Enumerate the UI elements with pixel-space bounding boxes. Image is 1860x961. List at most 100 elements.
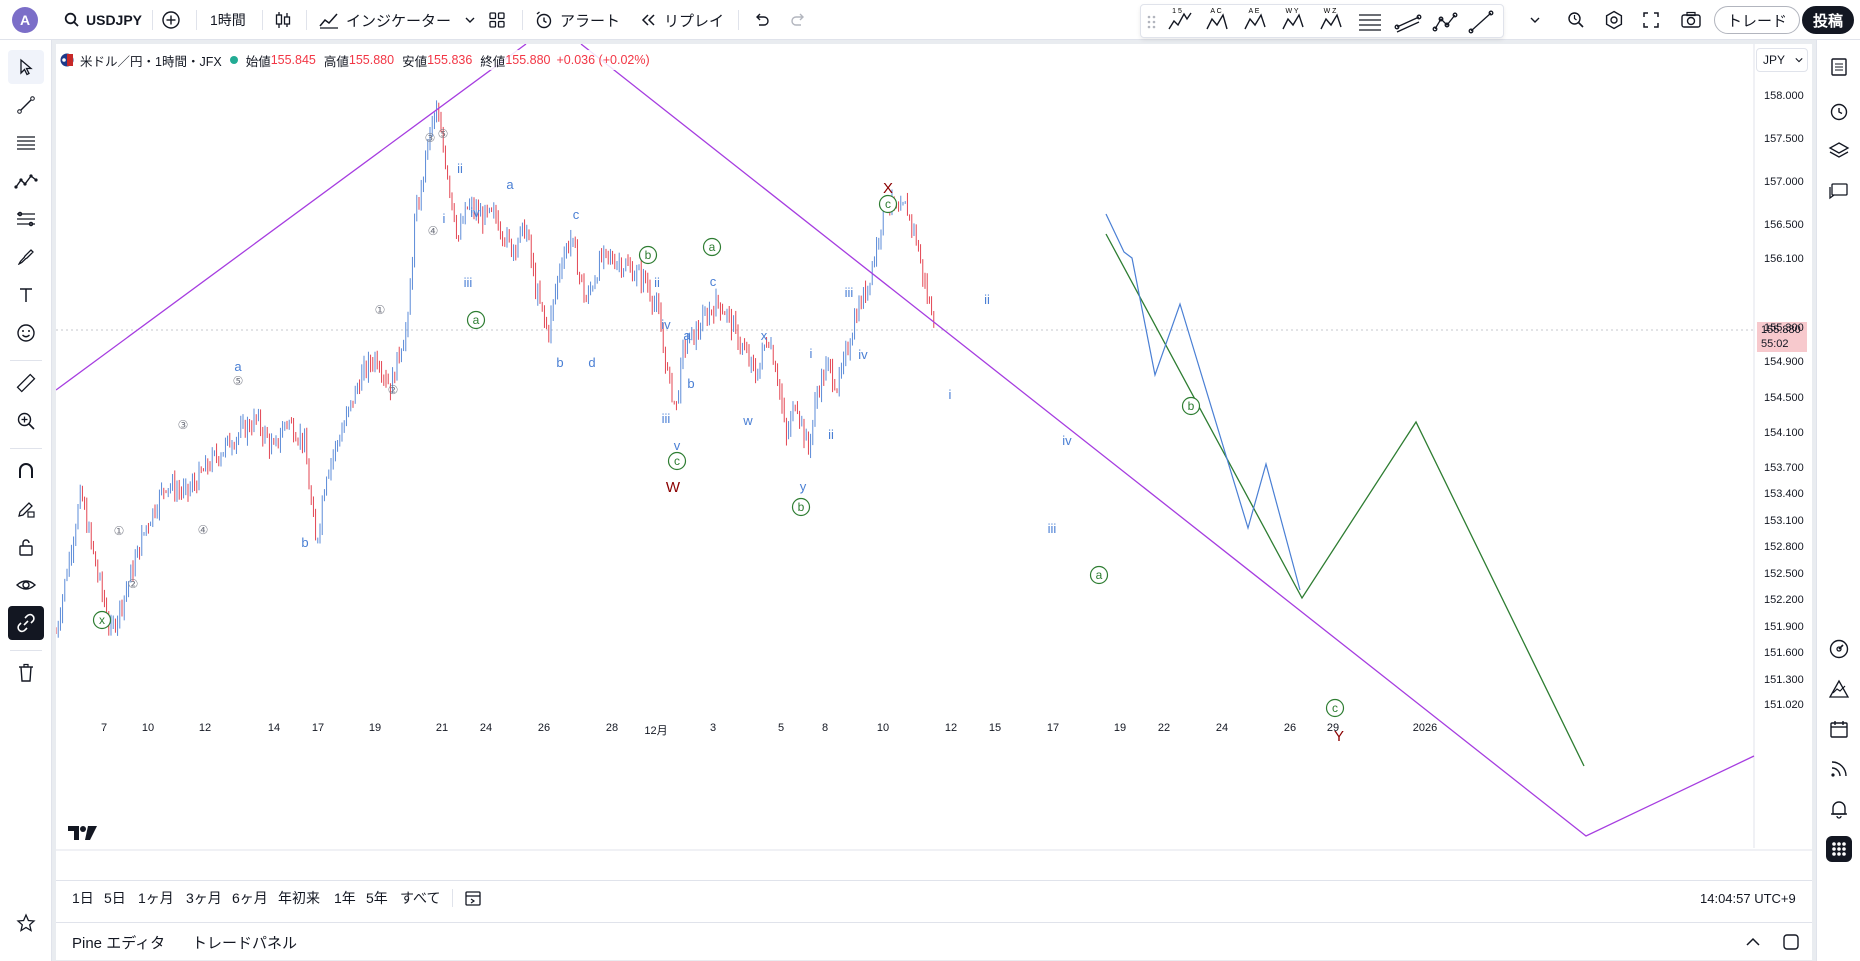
legend-title[interactable]: 米ドル／円・1時間・JFX xyxy=(80,54,222,69)
chat-icon xyxy=(1829,183,1848,200)
currency-select[interactable]: JPY xyxy=(1756,48,1808,72)
watchlist-button[interactable] xyxy=(1822,50,1856,84)
elliott-impulse-icon[interactable]: 1 5 xyxy=(1168,8,1192,30)
sync-drawings-tool[interactable] xyxy=(8,606,44,640)
trade-panel-tab[interactable]: トレードパネル xyxy=(192,934,298,952)
settings-button[interactable] xyxy=(1604,0,1624,40)
text-icon xyxy=(20,288,32,302)
utc-clock[interactable]: 14:04:57 UTC+9 xyxy=(1700,890,1796,906)
snapshot-button[interactable] xyxy=(1680,0,1702,40)
maximize-panel-button[interactable] xyxy=(1782,923,1800,961)
apps-button[interactable] xyxy=(1822,832,1856,866)
hide-drawings-tool[interactable] xyxy=(8,568,44,602)
range-1m[interactable]: 1ヶ月 xyxy=(138,890,174,906)
brush-tool[interactable] xyxy=(8,240,44,274)
compare-button[interactable] xyxy=(161,0,181,40)
range-6m[interactable]: 6ヶ月 xyxy=(232,890,268,906)
magnet-tool[interactable] xyxy=(8,454,44,488)
replay-button[interactable]: リプレイ xyxy=(640,0,724,40)
range-ytd[interactable]: 年初来 xyxy=(278,890,320,906)
wave-label: i xyxy=(810,346,813,361)
trend-line-tool[interactable] xyxy=(8,88,44,122)
parallel-lines-icon[interactable] xyxy=(1359,14,1381,31)
wave-label: a xyxy=(683,328,691,343)
trade-button[interactable]: トレード xyxy=(1714,6,1801,34)
news-button[interactable] xyxy=(1822,752,1856,786)
text-tool[interactable] xyxy=(8,278,44,312)
range-3m[interactable]: 3ヶ月 xyxy=(186,890,222,906)
price-tick-label: 153.700 xyxy=(1764,462,1804,474)
speed-search-icon xyxy=(1568,12,1584,28)
quick-search-button[interactable] xyxy=(1566,0,1586,40)
interval-select[interactable]: 1時間 xyxy=(210,12,246,28)
remove-drawings-tool[interactable] xyxy=(8,656,44,690)
technicals-button[interactable] xyxy=(1822,632,1856,666)
notifications-button[interactable] xyxy=(1822,792,1856,826)
chat-button[interactable] xyxy=(1822,174,1856,208)
object-tree-button[interactable] xyxy=(1822,134,1856,168)
smiley-icon xyxy=(17,324,35,342)
alerts-panel-button[interactable] xyxy=(1822,94,1856,128)
fullscreen-button[interactable] xyxy=(1642,0,1660,40)
wave-label-minor: ④ xyxy=(198,523,209,537)
currency-label: JPY xyxy=(1763,53,1786,67)
undo-button[interactable] xyxy=(752,0,770,40)
wave-label: iv xyxy=(858,347,868,362)
pattern-tool[interactable] xyxy=(8,164,44,198)
elliott-correction-icon[interactable]: A C xyxy=(1206,8,1228,30)
wave-label: c xyxy=(885,197,891,211)
wave-label: x xyxy=(761,328,768,343)
wave-label: i xyxy=(949,387,952,402)
camera-icon xyxy=(1681,11,1701,28)
goto-date-button[interactable] xyxy=(464,881,482,915)
cursor-tool[interactable] xyxy=(8,50,44,84)
chart-type-button[interactable] xyxy=(273,0,293,40)
user-avatar[interactable]: A xyxy=(12,7,38,33)
forecast-tool[interactable] xyxy=(8,202,44,236)
open-label: 始値 xyxy=(245,54,271,69)
time-tick-label: 21 xyxy=(435,722,449,734)
calendar-button[interactable] xyxy=(1822,712,1856,746)
stay-drawing-tool[interactable] xyxy=(8,492,44,526)
pattern-icon[interactable] xyxy=(1432,12,1458,32)
time-tick-label: 26 xyxy=(537,722,551,734)
chevron-down-icon xyxy=(1795,58,1803,63)
range-5d[interactable]: 5日 xyxy=(104,890,126,906)
emoji-tool[interactable] xyxy=(8,316,44,350)
wave-label: a xyxy=(234,359,242,374)
channel-icon[interactable] xyxy=(1394,14,1422,33)
redo-button[interactable] xyxy=(790,0,808,40)
favorites-tool[interactable] xyxy=(8,906,44,940)
tradingview-logo-icon[interactable] xyxy=(68,824,98,842)
price-tick-label: 154.500 xyxy=(1764,392,1804,404)
range-1y[interactable]: 1年 xyxy=(334,890,356,906)
range-1d[interactable]: 1日 xyxy=(72,890,94,906)
indicators-button[interactable]: インジケーター xyxy=(318,0,475,40)
wave-label-circle xyxy=(466,310,486,330)
wave-label: c xyxy=(710,274,717,289)
publish-button[interactable]: 投稿 xyxy=(1802,6,1855,34)
layouts-button[interactable] xyxy=(488,0,506,40)
wave-label: a xyxy=(1096,568,1103,582)
ideas-button[interactable] xyxy=(1822,672,1856,706)
range-all[interactable]: すべて xyxy=(400,890,441,906)
drag-handle-icon[interactable] xyxy=(1147,15,1156,29)
lock-drawings-tool[interactable] xyxy=(8,530,44,564)
more-dropdown[interactable] xyxy=(1530,0,1540,40)
fib-tool[interactable] xyxy=(8,126,44,160)
elliott-triangle-icon[interactable]: A E xyxy=(1244,8,1266,30)
zoom-tool[interactable] xyxy=(8,404,44,438)
trend-line-icon[interactable] xyxy=(1468,10,1494,34)
elliott-triple-combo-icon[interactable]: W Z xyxy=(1320,8,1342,30)
collapse-panel-button[interactable] xyxy=(1746,923,1760,961)
symbol-search[interactable]: USDJPY xyxy=(64,0,142,40)
time-tick-label: 12月 xyxy=(644,725,668,737)
alert-button[interactable]: アラート xyxy=(534,0,620,40)
wave-label: v xyxy=(674,438,681,453)
range-5y[interactable]: 5年 xyxy=(366,890,388,906)
pine-editor-tab[interactable]: Pine エディタ xyxy=(72,934,166,952)
elliott-double-combo-icon[interactable]: W Y xyxy=(1282,8,1304,30)
measure-tool[interactable] xyxy=(8,366,44,400)
